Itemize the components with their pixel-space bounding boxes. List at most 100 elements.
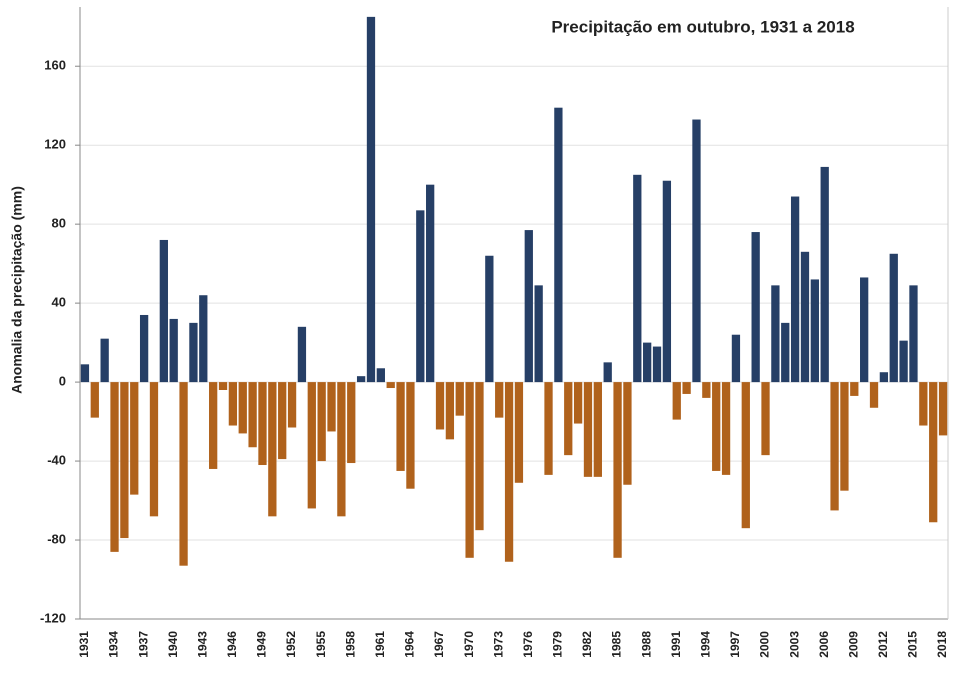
- y-tick-label: 120: [44, 137, 66, 152]
- bar: [209, 382, 218, 469]
- x-tick-label: 1994: [699, 631, 713, 658]
- bar: [771, 285, 780, 383]
- x-tick-label: 1940: [166, 631, 180, 658]
- bar: [218, 382, 228, 390]
- bar: [356, 376, 366, 383]
- bar: [761, 382, 770, 456]
- x-tick-label: 1991: [669, 631, 683, 658]
- bar: [504, 382, 514, 562]
- bar: [406, 382, 415, 489]
- y-tick-label: -80: [47, 531, 66, 546]
- bar: [919, 382, 928, 426]
- x-tick-label: 1949: [255, 631, 269, 658]
- bar: [830, 382, 839, 511]
- y-tick-label: 80: [52, 216, 66, 231]
- bar: [721, 382, 731, 475]
- bar: [317, 382, 326, 462]
- x-tick-label: 1964: [403, 631, 417, 658]
- bar: [879, 372, 889, 383]
- bar: [860, 277, 869, 383]
- bar: [751, 232, 760, 383]
- bar: [199, 295, 208, 383]
- y-tick-label: 40: [52, 295, 66, 310]
- bar: [840, 382, 849, 491]
- bar: [287, 382, 297, 428]
- bar: [258, 382, 267, 466]
- x-tick-label: 1955: [314, 631, 328, 658]
- bar: [800, 251, 810, 383]
- x-tick-label: 1982: [580, 631, 594, 658]
- x-tick-label: 1961: [373, 631, 387, 658]
- bar: [238, 382, 247, 434]
- bar: [455, 382, 464, 416]
- bar: [643, 342, 652, 383]
- bar: [179, 382, 188, 566]
- bar: [544, 382, 553, 475]
- bar: [702, 382, 711, 398]
- bar: [248, 382, 257, 448]
- bar: [790, 196, 800, 383]
- x-tick-label: 1946: [225, 631, 239, 658]
- bar: [169, 318, 178, 383]
- y-tick-label: -40: [47, 453, 66, 468]
- bar: [376, 368, 385, 383]
- bar: [159, 239, 168, 383]
- chart-title: Precipitação em outubro, 1931 a 2018: [551, 17, 854, 36]
- bar: [534, 285, 543, 383]
- bar: [149, 382, 159, 517]
- bar: [189, 322, 198, 383]
- x-tick-label: 1958: [343, 631, 357, 658]
- bar: [623, 382, 632, 485]
- bar: [268, 382, 277, 517]
- x-tick-label: 1997: [728, 631, 742, 658]
- bar: [416, 210, 425, 383]
- bar: [583, 382, 593, 477]
- bar: [869, 382, 879, 408]
- bar: [495, 382, 504, 418]
- bar: [554, 107, 563, 383]
- bar: [564, 382, 573, 456]
- bar: [139, 314, 149, 383]
- bar: [278, 382, 287, 460]
- y-axis-label: Anomalia da precipitação (mm): [9, 186, 25, 394]
- x-tick-label: 1937: [136, 631, 150, 658]
- x-tick-label: 1988: [639, 631, 653, 658]
- x-tick-label: 1952: [284, 631, 298, 658]
- bar: [130, 382, 139, 495]
- bar: [682, 382, 691, 394]
- bar: [810, 279, 819, 383]
- y-tick-label: 160: [44, 58, 66, 73]
- y-tick-label: 0: [59, 374, 66, 389]
- bar: [781, 322, 790, 383]
- x-tick-label: 1973: [491, 631, 505, 658]
- bar: [850, 382, 859, 396]
- bar: [366, 16, 376, 383]
- x-tick-label: 1943: [195, 631, 209, 658]
- bar: [573, 382, 583, 424]
- bar: [307, 382, 316, 509]
- x-tick-label: 1931: [77, 631, 91, 658]
- bar: [426, 184, 435, 383]
- bar: [731, 334, 741, 383]
- bar: [672, 382, 681, 420]
- bar: [909, 285, 918, 383]
- bar: [485, 255, 494, 383]
- bar: [899, 340, 908, 383]
- bar: [100, 338, 109, 383]
- bar: [475, 382, 484, 531]
- x-tick-label: 1970: [462, 631, 476, 658]
- bar: [297, 326, 307, 383]
- x-tick-label: 2012: [876, 631, 890, 658]
- bar: [633, 174, 642, 383]
- bar: [938, 382, 948, 436]
- x-tick-label: 1976: [521, 631, 535, 658]
- x-tick-label: 2000: [758, 631, 772, 658]
- bar: [712, 382, 721, 471]
- y-tick-label: -120: [40, 610, 66, 625]
- bar: [80, 364, 90, 383]
- bar: [613, 382, 622, 558]
- bar: [396, 382, 405, 471]
- x-tick-label: 2015: [906, 631, 920, 658]
- bar: [692, 119, 701, 383]
